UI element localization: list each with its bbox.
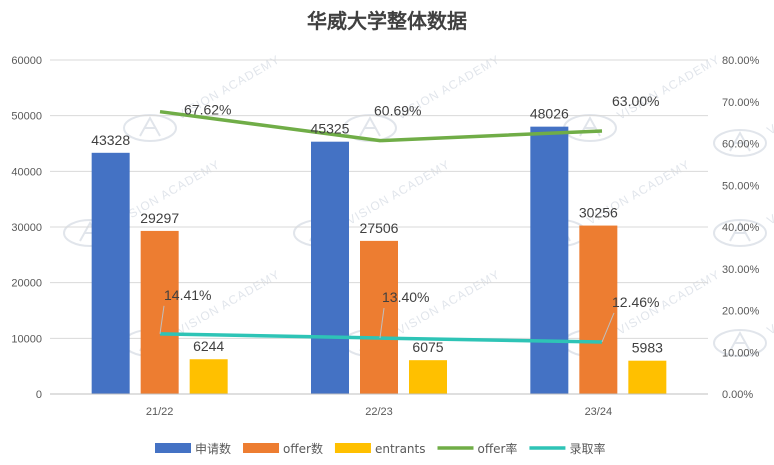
legend-item: 申请数 [155,441,231,456]
watermark-logo: VISION ACADEMY [123,52,283,142]
bar [91,152,130,394]
left-tick-label: 40000 [11,166,42,178]
left-y-axis: 0 10000 20000 30000 40000 50000 60000 [11,55,42,401]
bar-value-label: 6244 [193,338,224,354]
legend-swatch [334,443,371,453]
left-tick-label: 20000 [11,278,42,290]
label-leader-line [601,312,615,343]
line-value-label: 60.69% [374,103,421,119]
bar-value-label: 45325 [311,121,350,137]
x-tick-label: 21/22 [146,406,174,418]
watermark-glyph [139,115,161,137]
watermark-text: VISION ACADEMY [765,267,774,337]
bar [409,360,447,394]
watermark-glyph [359,115,381,137]
bar [628,360,667,394]
watermark-ring [713,219,767,247]
legend-label: offer率 [478,441,518,456]
chart-title: 华威大学整体数据 [307,9,467,33]
right-tick-label: 10.00% [722,347,760,359]
bar-value-label: 27506 [360,220,399,236]
legend-item: 录取率 [529,441,605,456]
legend-label: 申请数 [195,441,231,456]
line-value-label: 12.46% [612,294,659,310]
right-tick-label: 40.00% [722,222,760,234]
legend-item: offer率 [437,441,518,456]
right-tick-label: 50.00% [722,180,760,192]
watermark-text: VISION ACADEMY [345,157,453,227]
line-value-label: 13.40% [382,289,429,305]
left-tick-label: 0 [36,389,42,401]
watermark-logo: VISION ACADEMY [343,52,503,142]
watermark-ring [123,114,177,142]
line-value-label: 14.41% [164,287,211,303]
left-tick-label: 50000 [11,111,42,123]
bar-value-label: 5983 [632,340,663,356]
bar-value-label: 29297 [140,210,179,226]
right-tick-label: 70.00% [722,97,760,109]
bar [360,240,398,394]
legend-item: offer数 [243,441,323,456]
x-tick-label: 22/23 [365,406,393,418]
bar [530,126,569,394]
watermark-text: VISION ACADEMY [615,52,723,122]
bars [91,126,667,394]
bar-value-label: 48026 [530,106,569,122]
watermark-glyph [729,220,751,242]
left-tick-label: 60000 [11,55,42,67]
legend-label: 录取率 [569,441,605,456]
bar-value-label: 30256 [579,205,618,221]
right-y-axis: 0.00% 10.00% 20.00% 30.00% 40.00% 50.00% 60.00… [722,55,760,401]
legend-swatch [243,443,280,453]
watermark-text: VISION ACADEMY [765,157,774,227]
bar-value-label: 6075 [412,339,443,355]
right-tick-label: 60.00% [722,139,760,151]
line-value-label: 67.62% [184,102,231,118]
bar [189,359,228,394]
legend-label: entrants [375,442,426,456]
left-tick-label: 10000 [11,333,42,345]
left-tick-label: 30000 [11,222,42,234]
bar [579,225,618,394]
data-labels: 43328 29297 6244 45325 27506 6075 48026 30256 59… [91,93,663,356]
right-tick-label: 80.00% [722,55,760,67]
right-tick-label: 30.00% [722,264,760,276]
watermark-glyph [729,130,751,152]
legend-item: entrants [334,442,426,456]
right-tick-label: 0.00% [722,389,753,401]
legend-swatch [155,443,191,453]
line-value-label: 63.00% [612,93,659,109]
watermark-text: VISION ACADEMY [765,67,774,137]
watermark-glyph [729,330,751,352]
legend: 申请数 offer数 entrants offer率 录取率 [155,441,605,456]
right-tick-label: 20.00% [722,306,760,318]
watermark-ring [713,129,767,157]
bar [311,141,349,394]
legend-label: offer数 [283,441,323,456]
bar-value-label: 43328 [91,132,130,148]
x-axis: 21/22 22/23 23/24 [50,393,708,418]
watermark-ring [713,329,767,357]
label-leader-line [379,307,385,339]
x-tick-label: 23/24 [585,406,613,418]
bar [140,230,179,394]
label-leader-line [159,305,165,334]
